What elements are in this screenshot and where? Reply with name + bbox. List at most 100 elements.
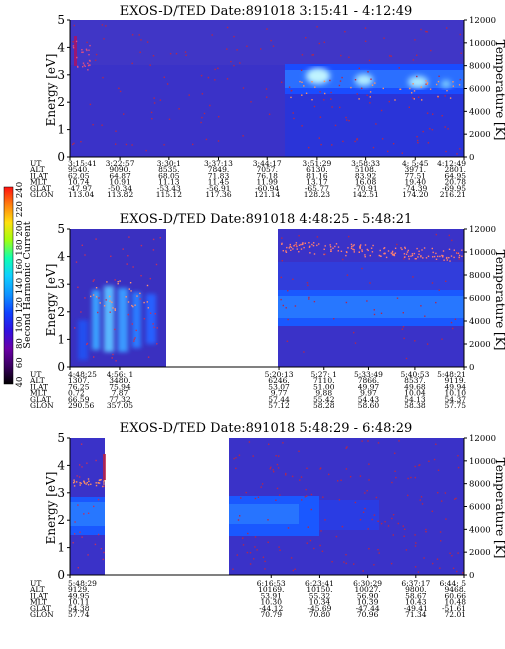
scatter-dot bbox=[309, 539, 312, 542]
scatter-dot bbox=[403, 258, 405, 260]
table-cell: 7866. bbox=[358, 376, 379, 385]
table-cell: 58.67 bbox=[405, 591, 427, 600]
scatter-dot bbox=[396, 297, 399, 299]
left-tick-label: 1 bbox=[57, 123, 65, 137]
scatter-dot bbox=[350, 247, 353, 250]
scatter-dot bbox=[418, 250, 420, 252]
scatter-dot bbox=[89, 64, 91, 66]
scatter-dot bbox=[398, 67, 400, 69]
scatter-dot bbox=[299, 479, 301, 481]
scatter-dot bbox=[131, 62, 133, 65]
scatter-dot bbox=[115, 130, 117, 132]
scatter-dot bbox=[310, 493, 313, 496]
scatter-dot bbox=[80, 141, 82, 143]
scatter-dot bbox=[412, 59, 415, 61]
scatter-dot bbox=[361, 249, 363, 251]
scatter-dot bbox=[448, 257, 450, 259]
table-cell: 49.94 bbox=[445, 382, 467, 391]
scatter-dot bbox=[101, 124, 103, 126]
scatter-dot bbox=[364, 27, 367, 29]
scatter-dot bbox=[122, 248, 124, 250]
scatter-dot bbox=[399, 88, 401, 90]
scatter-dot bbox=[93, 505, 95, 508]
scatter-dot bbox=[368, 548, 370, 550]
table-cell: 9119. bbox=[445, 376, 466, 385]
scatter-dot bbox=[452, 85, 454, 87]
scatter-dot bbox=[383, 37, 385, 39]
scatter-dot bbox=[414, 566, 417, 568]
scatter-dot bbox=[353, 244, 355, 246]
table-cell: 70.96 bbox=[357, 610, 379, 619]
scatter-dot bbox=[313, 105, 316, 108]
scatter-dot bbox=[226, 48, 228, 50]
table-cell: 19.40 bbox=[405, 178, 427, 187]
table-row-label: GLON bbox=[30, 610, 54, 619]
scatter-dot bbox=[296, 248, 298, 250]
scatter-dot bbox=[345, 562, 347, 565]
scatter-dot bbox=[85, 483, 87, 485]
scatter-dot bbox=[392, 254, 394, 256]
panel-2-right-axis: 0 2000 4000 6000 8000 10000 12000 bbox=[463, 225, 496, 373]
scatter-dot bbox=[388, 100, 390, 103]
scatter-dot bbox=[352, 248, 354, 250]
table-cell: 10.30 bbox=[261, 598, 283, 607]
table-cell: 5:33:49 bbox=[354, 370, 383, 379]
scatter-dot bbox=[86, 41, 88, 44]
table-cell: 3480. bbox=[109, 376, 130, 385]
scatter-dot bbox=[92, 280, 94, 282]
scatter-dot bbox=[188, 94, 190, 96]
scatter-dot bbox=[377, 442, 380, 444]
panel-3: EXOS-D/TED Date:891018 5:48:29 - 6:48:29… bbox=[29, 421, 505, 619]
panel-1-patch bbox=[306, 68, 330, 84]
scatter-dot bbox=[442, 250, 445, 252]
scatter-dot bbox=[184, 51, 187, 53]
scatter-dot bbox=[349, 476, 352, 478]
scatter-dot bbox=[426, 82, 429, 84]
scatter-dot bbox=[95, 53, 98, 56]
scatter-dot bbox=[408, 106, 410, 108]
scatter-dot bbox=[287, 318, 289, 321]
scatter-dot bbox=[242, 135, 244, 137]
scatter-dot bbox=[74, 533, 76, 535]
scatter-dot bbox=[346, 274, 349, 276]
table-cell: 64.87 bbox=[109, 171, 131, 180]
scatter-dot bbox=[414, 545, 417, 547]
right-tick-label: 0 bbox=[469, 363, 474, 373]
scatter-dot bbox=[156, 343, 158, 345]
scatter-dot bbox=[207, 76, 210, 79]
scatter-dot bbox=[163, 144, 165, 146]
scatter-dot bbox=[457, 552, 459, 554]
scatter-dot bbox=[324, 253, 326, 255]
scatter-dot bbox=[367, 528, 369, 530]
table-cell: 11.45 bbox=[208, 178, 230, 187]
scatter-dot bbox=[150, 111, 153, 114]
scatter-dot bbox=[321, 550, 324, 552]
scatter-dot bbox=[105, 25, 107, 27]
table-cell: -49.41 bbox=[404, 604, 428, 613]
scatter-dot bbox=[425, 83, 427, 85]
scatter-dot bbox=[156, 327, 158, 329]
scatter-dot bbox=[421, 503, 424, 505]
scatter-dot bbox=[440, 540, 442, 542]
scatter-dot bbox=[344, 31, 346, 33]
panel-1-patch bbox=[355, 74, 373, 86]
scatter-dot bbox=[86, 343, 88, 346]
scatter-dot bbox=[332, 247, 334, 249]
left-tick-label: 4 bbox=[57, 458, 65, 472]
left-tick-label: 1 bbox=[57, 332, 65, 346]
colorbar-gradient bbox=[3, 186, 14, 385]
right-tick-label: 6000 bbox=[469, 85, 491, 95]
table-cell: 7.87 bbox=[112, 389, 129, 398]
scatter-dot bbox=[298, 450, 300, 452]
panel-2-title: EXOS-D/TED Date:891018 4:48:25 - 5:48:21 bbox=[120, 212, 413, 227]
scatter-dot bbox=[281, 243, 283, 245]
scatter-dot bbox=[394, 252, 397, 254]
table-cell: 54.37 bbox=[445, 395, 467, 404]
scatter-dot bbox=[272, 469, 274, 471]
scatter-dot bbox=[169, 53, 172, 55]
panel-1-orbit-table: UTALTILATMLTGLATGLON3:15:419540.62.0510.… bbox=[29, 159, 466, 199]
scatter-dot bbox=[285, 474, 287, 476]
scatter-dot bbox=[300, 69, 303, 71]
scatter-dot bbox=[265, 88, 268, 90]
